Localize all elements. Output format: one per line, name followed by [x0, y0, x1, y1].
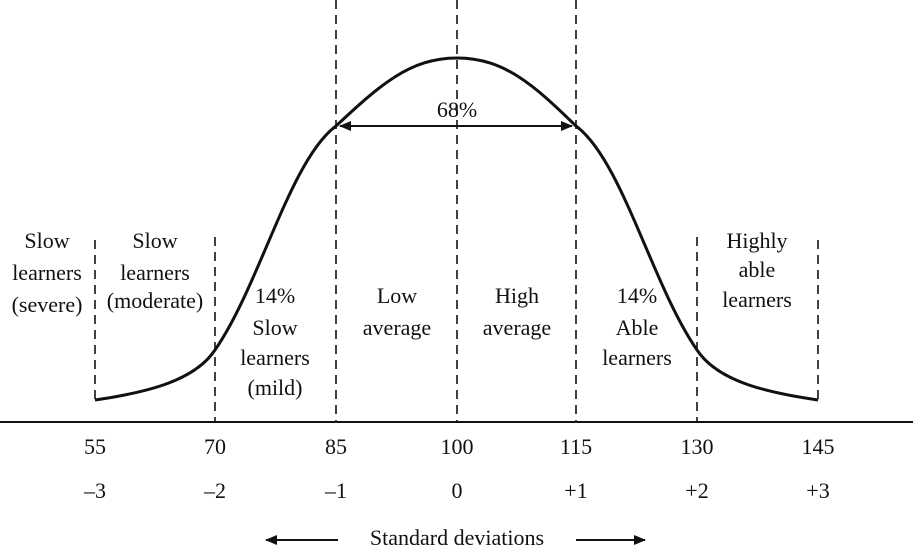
sd-label: +1	[564, 478, 587, 503]
region-label: learners	[120, 260, 190, 285]
region-label: Slow	[24, 228, 69, 253]
region-label: learners	[12, 260, 82, 285]
region-label: Able	[616, 315, 659, 340]
region-label: Low	[377, 283, 417, 308]
region-label: High	[495, 283, 539, 308]
region-label: Slow	[252, 315, 297, 340]
region-label: 14%	[617, 283, 657, 308]
region-label: Highly	[726, 228, 787, 253]
sd-label: –1	[324, 478, 347, 503]
region-label: learners	[722, 287, 792, 312]
region-label: Slow	[132, 228, 177, 253]
bell-curve	[94, 56, 819, 402]
region-label: able	[739, 257, 776, 282]
score-label: 55	[84, 434, 106, 459]
score-label: 100	[441, 434, 474, 459]
sd-label: 0	[452, 478, 463, 503]
region-label: (moderate)	[107, 288, 204, 313]
region-label: 14%	[255, 283, 295, 308]
region-label: average	[363, 315, 431, 340]
range-label: 68%	[437, 97, 477, 122]
score-label: 85	[325, 434, 347, 459]
sd-label: –2	[203, 478, 226, 503]
score-label: 145	[802, 434, 835, 459]
sd-label: +2	[685, 478, 708, 503]
axis-caption: Standard deviations	[370, 525, 544, 550]
score-label: 70	[204, 434, 226, 459]
region-label: (severe)	[12, 292, 83, 317]
region-label: average	[483, 315, 551, 340]
region-label: learners	[602, 345, 672, 370]
score-label: 115	[560, 434, 592, 459]
sd-label: –3	[83, 478, 106, 503]
region-label: learners	[240, 345, 310, 370]
sd-label: +3	[806, 478, 829, 503]
region-label: (mild)	[248, 375, 303, 400]
score-label: 130	[681, 434, 714, 459]
